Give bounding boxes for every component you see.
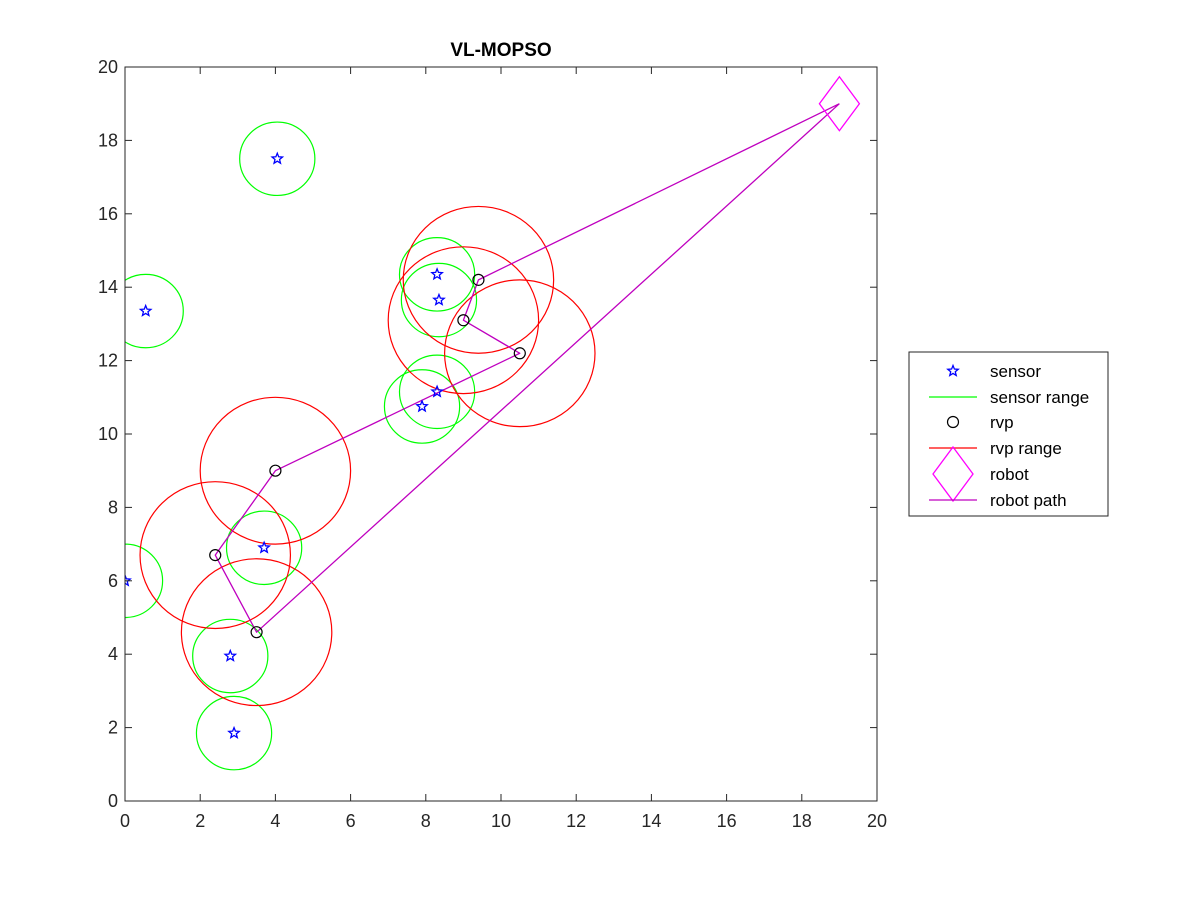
sensor-marker-8 xyxy=(125,573,132,587)
y-tick-label-10: 10 xyxy=(98,424,118,444)
legend: sensor sensor range rvp rvp range robot robot… xyxy=(908,351,1109,517)
sensor-marker-7 xyxy=(257,540,272,554)
sensor-marker-5 xyxy=(430,384,444,398)
x-tick-label-8: 8 xyxy=(421,811,431,831)
sensor-range-circle-10 xyxy=(195,695,273,771)
x-tick-label-0: 0 xyxy=(120,811,130,831)
plot-area xyxy=(125,67,877,801)
sensor-marker-6 xyxy=(415,399,429,413)
y-tick-label-18: 18 xyxy=(98,130,118,150)
rvp-marker-6 xyxy=(250,626,263,639)
legend-sensor-icon xyxy=(946,363,960,377)
y-tick-label-8: 8 xyxy=(108,497,118,517)
sensor-range-circle-7 xyxy=(225,510,303,586)
y-tick-label-14: 14 xyxy=(98,277,118,297)
legend-label-robot-path: robot path xyxy=(990,491,1067,510)
robot-marker xyxy=(818,75,861,132)
legend-robot-icon xyxy=(932,445,974,503)
sensor-range-circle-5 xyxy=(398,354,476,430)
legend-rvp-icon xyxy=(946,415,960,429)
rvp-range-circle-4 xyxy=(199,396,352,545)
legend-label-robot: robot xyxy=(990,465,1029,484)
sensor-range-circle-9 xyxy=(192,618,269,694)
y-tick-label-16: 16 xyxy=(98,204,118,224)
sensor-range-circle-3 xyxy=(398,237,476,312)
rvp-marker-5 xyxy=(209,549,222,562)
rvp-marker-1 xyxy=(472,273,485,286)
x-tick-label-12: 12 xyxy=(566,811,586,831)
y-tick-label-6: 6 xyxy=(108,571,118,591)
robot-path-line xyxy=(214,103,840,633)
sensor-marker-10 xyxy=(227,725,241,739)
sensor-marker-2 xyxy=(138,303,153,317)
sensor-range-circle-2 xyxy=(125,273,184,349)
x-tick-label-10: 10 xyxy=(491,811,511,831)
y-tick-label-12: 12 xyxy=(98,351,118,371)
sensor-marker-3 xyxy=(430,267,444,281)
sensor-marker-4 xyxy=(432,292,446,306)
rvp-range-circle-6 xyxy=(180,558,333,707)
x-tick-label-14: 14 xyxy=(641,811,661,831)
y-tick-label-20: 20 xyxy=(98,57,118,77)
x-tick-label-18: 18 xyxy=(792,811,812,831)
rvp-range-circle-1 xyxy=(402,205,555,354)
y-tick-label-2: 2 xyxy=(108,718,118,738)
rvp-marker-4 xyxy=(269,464,282,477)
sensor-marker-9 xyxy=(223,648,238,662)
rvp-marker-2 xyxy=(457,314,470,327)
sensor-range-circle-4 xyxy=(400,262,478,338)
chart-title: VL-MOPSO xyxy=(450,40,551,61)
sensor-range-circle-8 xyxy=(125,543,164,619)
plot-layer xyxy=(125,75,861,771)
legend-label-rvp-range: rvp range xyxy=(990,439,1062,458)
legend-label-sensor-range: sensor range xyxy=(990,388,1089,407)
y-tick-label-0: 0 xyxy=(108,791,118,811)
rvp-range-circle-5 xyxy=(139,481,292,630)
legend-label-sensor: sensor xyxy=(990,362,1041,381)
axes-layer: 0 2 4 6 8 10 12 14 16 18 20 0 2 4 6 8 10 12 14 16 18 20 xyxy=(98,57,887,831)
sensor-range-circle-6 xyxy=(383,369,461,444)
x-tick-label-6: 6 xyxy=(346,811,356,831)
legend-box xyxy=(908,351,1109,517)
x-tick-label-2: 2 xyxy=(195,811,205,831)
y-tick-label-4: 4 xyxy=(108,644,118,664)
x-tick-label-4: 4 xyxy=(270,811,280,831)
x-tick-label-16: 16 xyxy=(717,811,737,831)
sensor-marker-1 xyxy=(270,151,285,165)
legend-label-rvp: rvp xyxy=(990,413,1014,432)
rvp-range-circle-2 xyxy=(387,246,540,395)
rvp-marker-3 xyxy=(513,347,526,360)
x-tick-label-20: 20 xyxy=(867,811,887,831)
rvp-range-circle-3 xyxy=(443,279,596,428)
sensor-range-circle-1 xyxy=(239,121,316,197)
